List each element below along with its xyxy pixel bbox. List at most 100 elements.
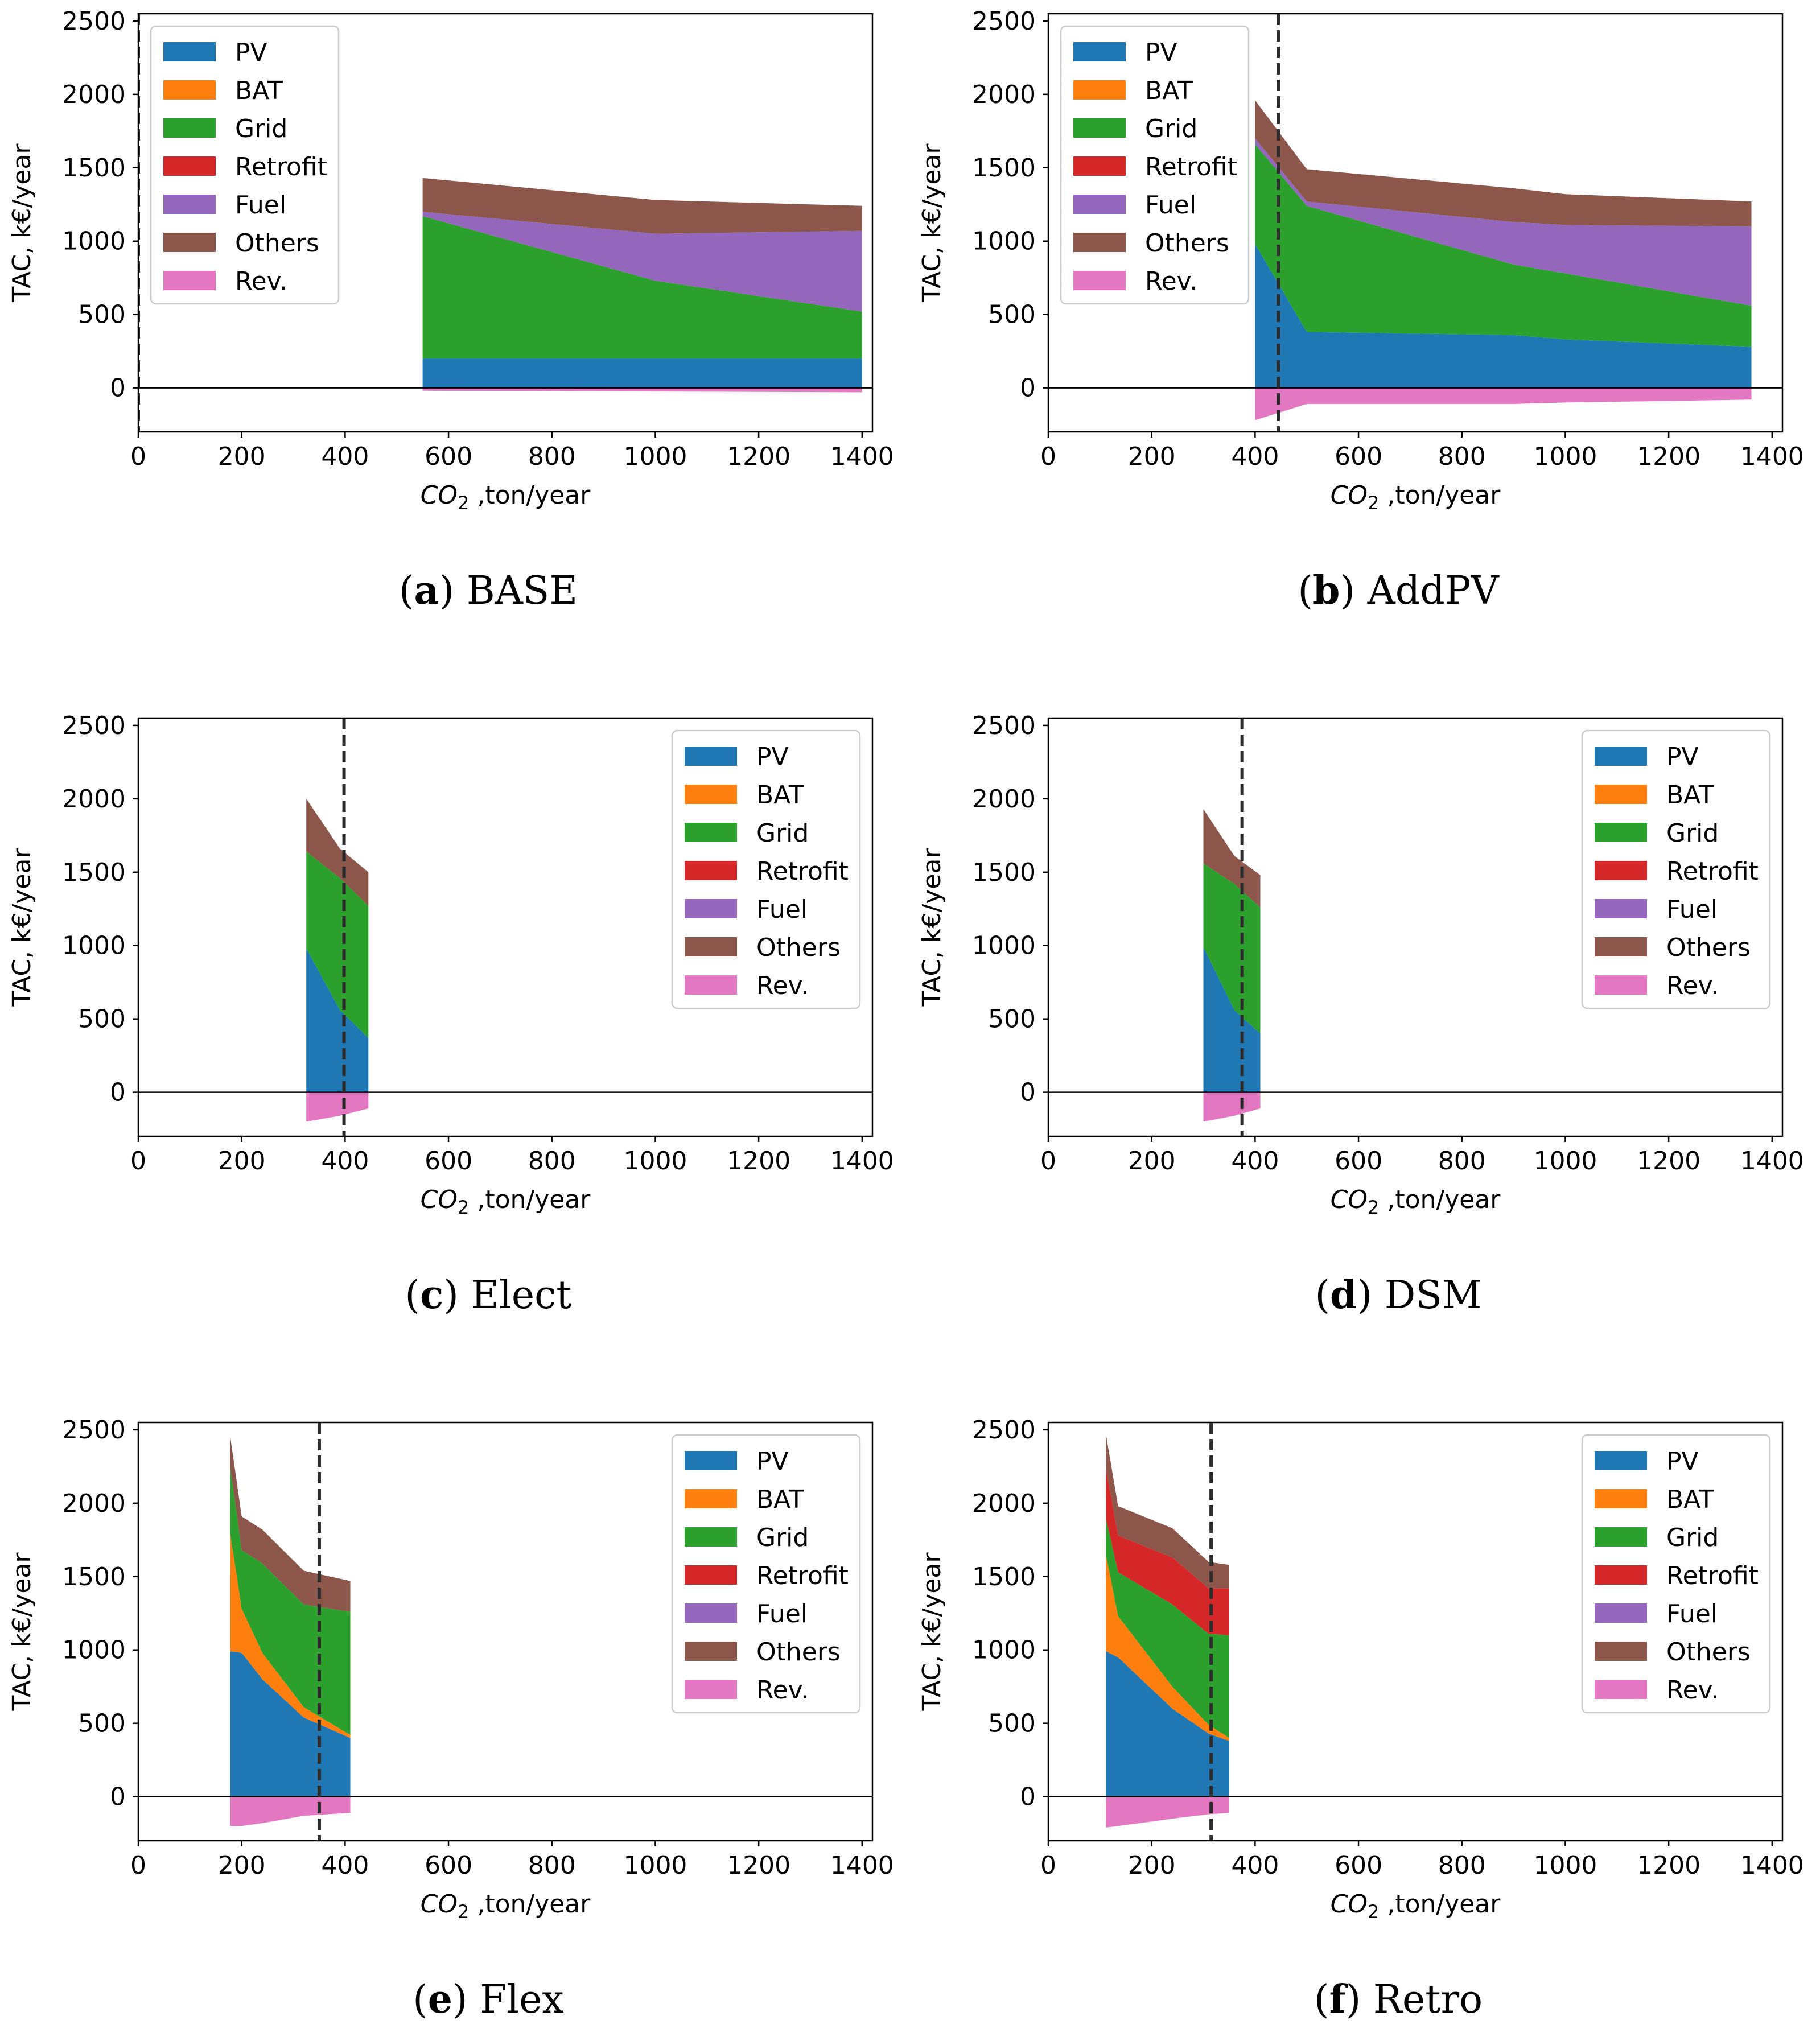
x-tick-label: 0 bbox=[130, 1851, 146, 1880]
legend-swatch bbox=[1595, 747, 1647, 766]
area-rev bbox=[230, 1796, 351, 1826]
legend-swatch bbox=[163, 80, 216, 100]
legend-swatch bbox=[1073, 271, 1126, 290]
plot-frame bbox=[1047, 717, 1784, 1137]
y-tick-label: 1000 bbox=[972, 227, 1036, 256]
caption-name: Retro bbox=[1373, 1977, 1483, 2022]
area-pv bbox=[1255, 244, 1752, 388]
area-grid bbox=[422, 216, 862, 359]
y-tick-label: 2000 bbox=[62, 1489, 126, 1518]
legend-swatch bbox=[1595, 785, 1647, 804]
y-tick-label: 1000 bbox=[62, 1636, 126, 1665]
x-tick-label: 600 bbox=[1335, 1851, 1382, 1880]
legend-swatch bbox=[1595, 1451, 1647, 1470]
x-tick-label: 600 bbox=[1335, 442, 1382, 471]
legend-label: PV bbox=[756, 743, 789, 772]
x-axis-label-unit: ,ton/year bbox=[469, 1185, 591, 1214]
y-axis-label: TAC, k€/year bbox=[917, 848, 946, 1007]
y-tick-label: 500 bbox=[78, 1709, 126, 1738]
plot-frame bbox=[1047, 13, 1784, 433]
x-axis-label-symbol: CO bbox=[1331, 481, 1368, 510]
x-tick-label: 400 bbox=[1231, 1851, 1279, 1880]
y-tick-label: 2000 bbox=[972, 1489, 1036, 1518]
x-tick-label: 1400 bbox=[1740, 442, 1804, 471]
legend: PV BAT Grid Retrofit Fuel Others Rev. bbox=[1581, 1434, 1771, 1714]
x-tick-label: 1200 bbox=[1637, 442, 1700, 471]
x-tick-label: 1200 bbox=[727, 1851, 790, 1880]
plot-frame bbox=[1047, 1421, 1784, 1842]
x-tick-label: 1000 bbox=[1533, 1851, 1597, 1880]
legend-swatch bbox=[1595, 861, 1647, 880]
y-tick-label: 1000 bbox=[972, 1636, 1036, 1665]
caption-name: AddPV bbox=[1367, 568, 1500, 613]
legend-label: Fuel bbox=[1666, 1599, 1718, 1628]
x-axis-label: CO2 ,ton/year bbox=[421, 481, 591, 514]
x-axis-label-unit: ,ton/year bbox=[469, 1890, 591, 1919]
area-pv bbox=[306, 948, 369, 1092]
area-pv bbox=[1106, 1651, 1229, 1797]
x-tick-label: 1400 bbox=[830, 442, 894, 471]
chart-panel-a: 0 200 400 600 800 1000 1200 1400250020001500100… bbox=[7, 7, 894, 613]
area-others bbox=[1203, 809, 1261, 908]
legend-label: PV bbox=[756, 1447, 789, 1476]
y-tick-label: 2500 bbox=[972, 711, 1036, 740]
caption-paren-open: ( bbox=[1315, 1273, 1331, 1318]
legend-swatch bbox=[163, 271, 216, 290]
x-axis-label-unit: ,ton/year bbox=[1379, 1890, 1501, 1919]
x-tick-label: 0 bbox=[130, 1147, 146, 1176]
caption-letter: e bbox=[428, 1977, 452, 2022]
x-tick-label: 1400 bbox=[1740, 1851, 1804, 1880]
plot-area bbox=[1048, 1422, 1782, 1841]
x-axis-label-subscript: 2 bbox=[458, 1901, 469, 1923]
legend-label: Fuel bbox=[1145, 191, 1196, 220]
area-pv bbox=[1203, 947, 1261, 1092]
caption-name: DSM bbox=[1385, 1273, 1482, 1318]
y-tick-label: 1500 bbox=[62, 154, 126, 183]
area-others bbox=[1255, 100, 1752, 226]
x-tick-label: 400 bbox=[1231, 1147, 1279, 1176]
y-tick-label: 1500 bbox=[62, 858, 126, 887]
x-tick-label: 200 bbox=[1128, 1851, 1176, 1880]
y-tick-label: 1000 bbox=[972, 931, 1036, 960]
panel-caption: (d) DSM bbox=[1315, 1272, 1482, 1318]
legend-swatch bbox=[685, 1642, 737, 1661]
y-tick-label: 1500 bbox=[62, 1562, 126, 1591]
legend-swatch bbox=[1595, 1527, 1647, 1547]
y-tick-label: 0 bbox=[110, 1783, 126, 1812]
y-tick-label: 500 bbox=[78, 300, 126, 329]
legend-label: Fuel bbox=[756, 895, 808, 924]
x-axis-label-symbol: CO bbox=[421, 1185, 458, 1214]
legend-swatch bbox=[685, 861, 737, 880]
y-tick-label: 0 bbox=[1020, 374, 1036, 403]
x-tick-label: 1200 bbox=[727, 1147, 790, 1176]
legend-swatch bbox=[685, 899, 737, 918]
y-axis-label: TAC, k€/year bbox=[917, 1552, 946, 1712]
legend-swatch bbox=[1595, 975, 1647, 995]
x-tick-label: 1000 bbox=[623, 442, 687, 471]
x-tick-label: 0 bbox=[1040, 1147, 1056, 1176]
x-axis-label-subscript: 2 bbox=[458, 492, 469, 514]
legend: PV BAT Grid Retrofit Fuel Others Rev. bbox=[671, 1434, 861, 1714]
caption-paren-close: ) bbox=[1346, 1977, 1373, 2022]
area-grid bbox=[230, 1467, 351, 1735]
y-axis-label: TAC, k€/year bbox=[917, 143, 946, 303]
legend-label: BAT bbox=[1145, 76, 1193, 105]
plot-area bbox=[138, 1422, 872, 1841]
area-fuel bbox=[1255, 138, 1752, 306]
y-tick-label: 2000 bbox=[972, 785, 1036, 814]
legend: PV BAT Grid Retrofit Fuel Others Rev. bbox=[671, 729, 861, 1009]
legend-label: Grid bbox=[1145, 114, 1197, 143]
x-axis-label-symbol: CO bbox=[1331, 1890, 1368, 1919]
legend-swatch bbox=[685, 1603, 737, 1623]
legend-swatch bbox=[685, 747, 737, 766]
x-tick-label: 800 bbox=[528, 1851, 576, 1880]
chart-panel-d: 0 200 400 600 800 1000 1200 1400250020001500100… bbox=[917, 711, 1804, 1318]
legend-label: Fuel bbox=[1666, 895, 1718, 924]
area-grid bbox=[1203, 863, 1261, 1034]
caption-letter: b bbox=[1313, 568, 1340, 613]
legend-swatch bbox=[685, 1680, 737, 1699]
y-tick-label: 2500 bbox=[972, 7, 1036, 36]
x-tick-label: 400 bbox=[321, 1851, 369, 1880]
legend-swatch bbox=[1073, 80, 1126, 100]
